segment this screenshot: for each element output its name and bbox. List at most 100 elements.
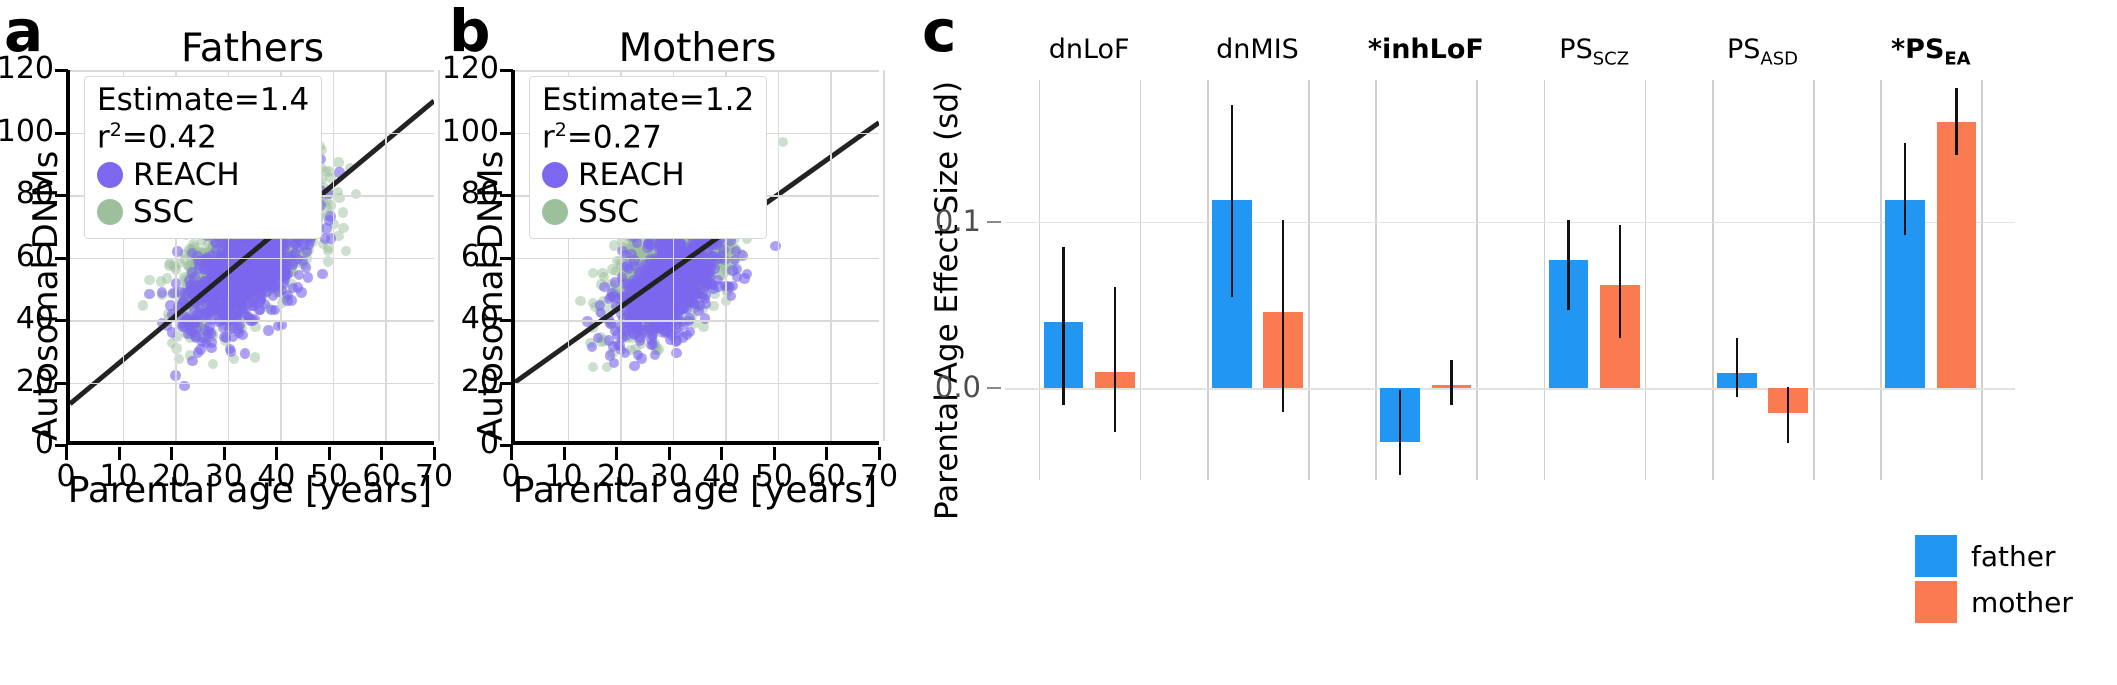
y-tick-label: 120: [0, 51, 54, 86]
error-bar-mother-inhlof: [1450, 360, 1453, 405]
y-tick-label: 0.1: [934, 203, 981, 238]
category-separator: [1207, 80, 1209, 480]
gridline-vertical: [830, 70, 832, 441]
panel-a-r2-prefix: r: [97, 119, 110, 156]
category-label-dnlof: dnLoF: [1049, 34, 1130, 65]
gridline-horizontal: [515, 257, 879, 259]
error-bar-mother-ps: [1618, 225, 1622, 339]
gridline-vertical: [385, 70, 387, 441]
y-tick-mark: [500, 131, 513, 135]
category-base: dnMIS: [1216, 34, 1299, 65]
y-tick-mark: [500, 319, 513, 322]
y-tick-mark: [55, 194, 68, 197]
category-label-dnmis: dnMIS: [1216, 34, 1299, 65]
category-base: inhLoF: [1381, 34, 1484, 65]
category-separator: [1543, 80, 1546, 480]
y-tick-mark: [55, 69, 68, 72]
y-tick-mark: [500, 256, 513, 260]
panel-a-estimate: Estimate=1.4: [97, 82, 310, 118]
scatter-point: [325, 200, 337, 211]
gridline-horizontal: [515, 320, 879, 322]
x-tick-label: 60: [807, 459, 846, 494]
error-bar-mother-ps: [1955, 88, 1958, 155]
scatter-point: [338, 223, 349, 234]
panel-a-r2-exponent: 2: [109, 118, 122, 141]
y-tick-label: 60: [15, 238, 54, 274]
scatter-point: [171, 331, 183, 342]
x-tick-mark: [170, 447, 174, 460]
legend-dot-reach: [97, 162, 123, 189]
x-tick-mark: [720, 447, 724, 460]
significance-asterisk: *: [1367, 34, 1382, 65]
x-tick-label: 20: [597, 459, 636, 494]
gridline-vertical: [332, 70, 335, 441]
panel-b-legend-item-ssc: SSC: [542, 194, 754, 230]
scatter-point: [228, 353, 240, 365]
panel-a-legend-item-reach: REACH: [97, 157, 309, 193]
gridline-horizontal: [70, 320, 434, 322]
y-tick-label: 80: [460, 176, 499, 211]
gridline-horizontal: [515, 382, 879, 384]
y-tick-label: 40: [15, 301, 54, 336]
category-label-ps-asd: PSASD: [1727, 34, 1798, 69]
significance-asterisk: *: [1891, 34, 1906, 65]
error-bar-mother-dnlof: [1113, 286, 1117, 432]
panel-b-r2-exponent: 2: [554, 118, 567, 141]
category-separator: [1038, 80, 1041, 480]
error-bar-mother-ps: [1786, 386, 1790, 444]
scatter-point: [174, 354, 185, 365]
x-tick-label: 70: [859, 459, 899, 494]
scatter-point: [155, 276, 167, 287]
panel-c-legend: father mother: [1915, 535, 2073, 627]
panel-a-r2-value: =0.42: [121, 119, 217, 156]
legend-label-reach: REACH: [133, 157, 240, 194]
category-separator: [1476, 80, 1478, 480]
x-tick-mark: [878, 447, 881, 460]
x-tick-label: 0: [501, 459, 521, 494]
scatter-point: [161, 273, 173, 284]
panel-b-stats-box: Estimate=1.2 r2=0.27 REACH SSC: [529, 76, 768, 240]
scatter-point: [350, 188, 362, 200]
y-tick-mark: [500, 69, 513, 72]
scatter-point: [144, 274, 155, 286]
legend-dot-ssc: [542, 199, 568, 226]
category-separator: [1375, 80, 1377, 480]
scatter-point: [250, 352, 261, 363]
y-tick-label: 0.0: [934, 370, 981, 405]
scatter-point: [180, 254, 191, 265]
gridline-vertical: [777, 70, 780, 441]
legend-item-father: father: [1915, 535, 2073, 577]
x-tick-mark: [825, 447, 829, 460]
x-tick-label: 40: [702, 459, 741, 494]
scatter-point: [188, 239, 199, 250]
x-tick-mark: [615, 447, 619, 460]
scatter-point: [296, 287, 307, 298]
x-tick-mark: [65, 447, 68, 460]
panel-a-fathers: a Fathers Autosomal DNMs Parental age [y…: [0, 0, 453, 685]
scatter-point: [174, 257, 186, 269]
y-tick-mark: [500, 381, 513, 385]
y-tick-label: 60: [460, 238, 499, 274]
x-tick-mark: [772, 447, 776, 460]
x-tick-label: 30: [649, 459, 688, 494]
scatter-point: [138, 300, 149, 311]
category-separator: [1139, 80, 1142, 480]
x-tick-mark: [275, 447, 279, 460]
category-separator: [1880, 80, 1882, 480]
gridline-vertical: [883, 70, 885, 441]
error-bar-mother-dnmis: [1281, 220, 1285, 412]
scatter-point: [166, 337, 178, 349]
legend-swatch-mother: [1915, 581, 1957, 623]
panel-c-y-axis-label: Parental Age Effect Size (sd): [929, 80, 965, 520]
category-subscript: ASD: [1760, 48, 1799, 70]
y-tick-label: 120: [441, 51, 499, 86]
legend-label-ssc: SSC: [578, 194, 640, 231]
y-tick-mark: [500, 194, 513, 197]
error-bar-father-inhlof: [1398, 390, 1402, 475]
panel-a-stats-box: Estimate=1.4 r2=0.42 REACH SSC: [84, 76, 323, 240]
x-tick-mark: [222, 447, 226, 460]
scatter-point: [206, 337, 217, 348]
x-tick-mark: [510, 447, 513, 460]
panel-b-r2: r2=0.27: [542, 119, 754, 156]
